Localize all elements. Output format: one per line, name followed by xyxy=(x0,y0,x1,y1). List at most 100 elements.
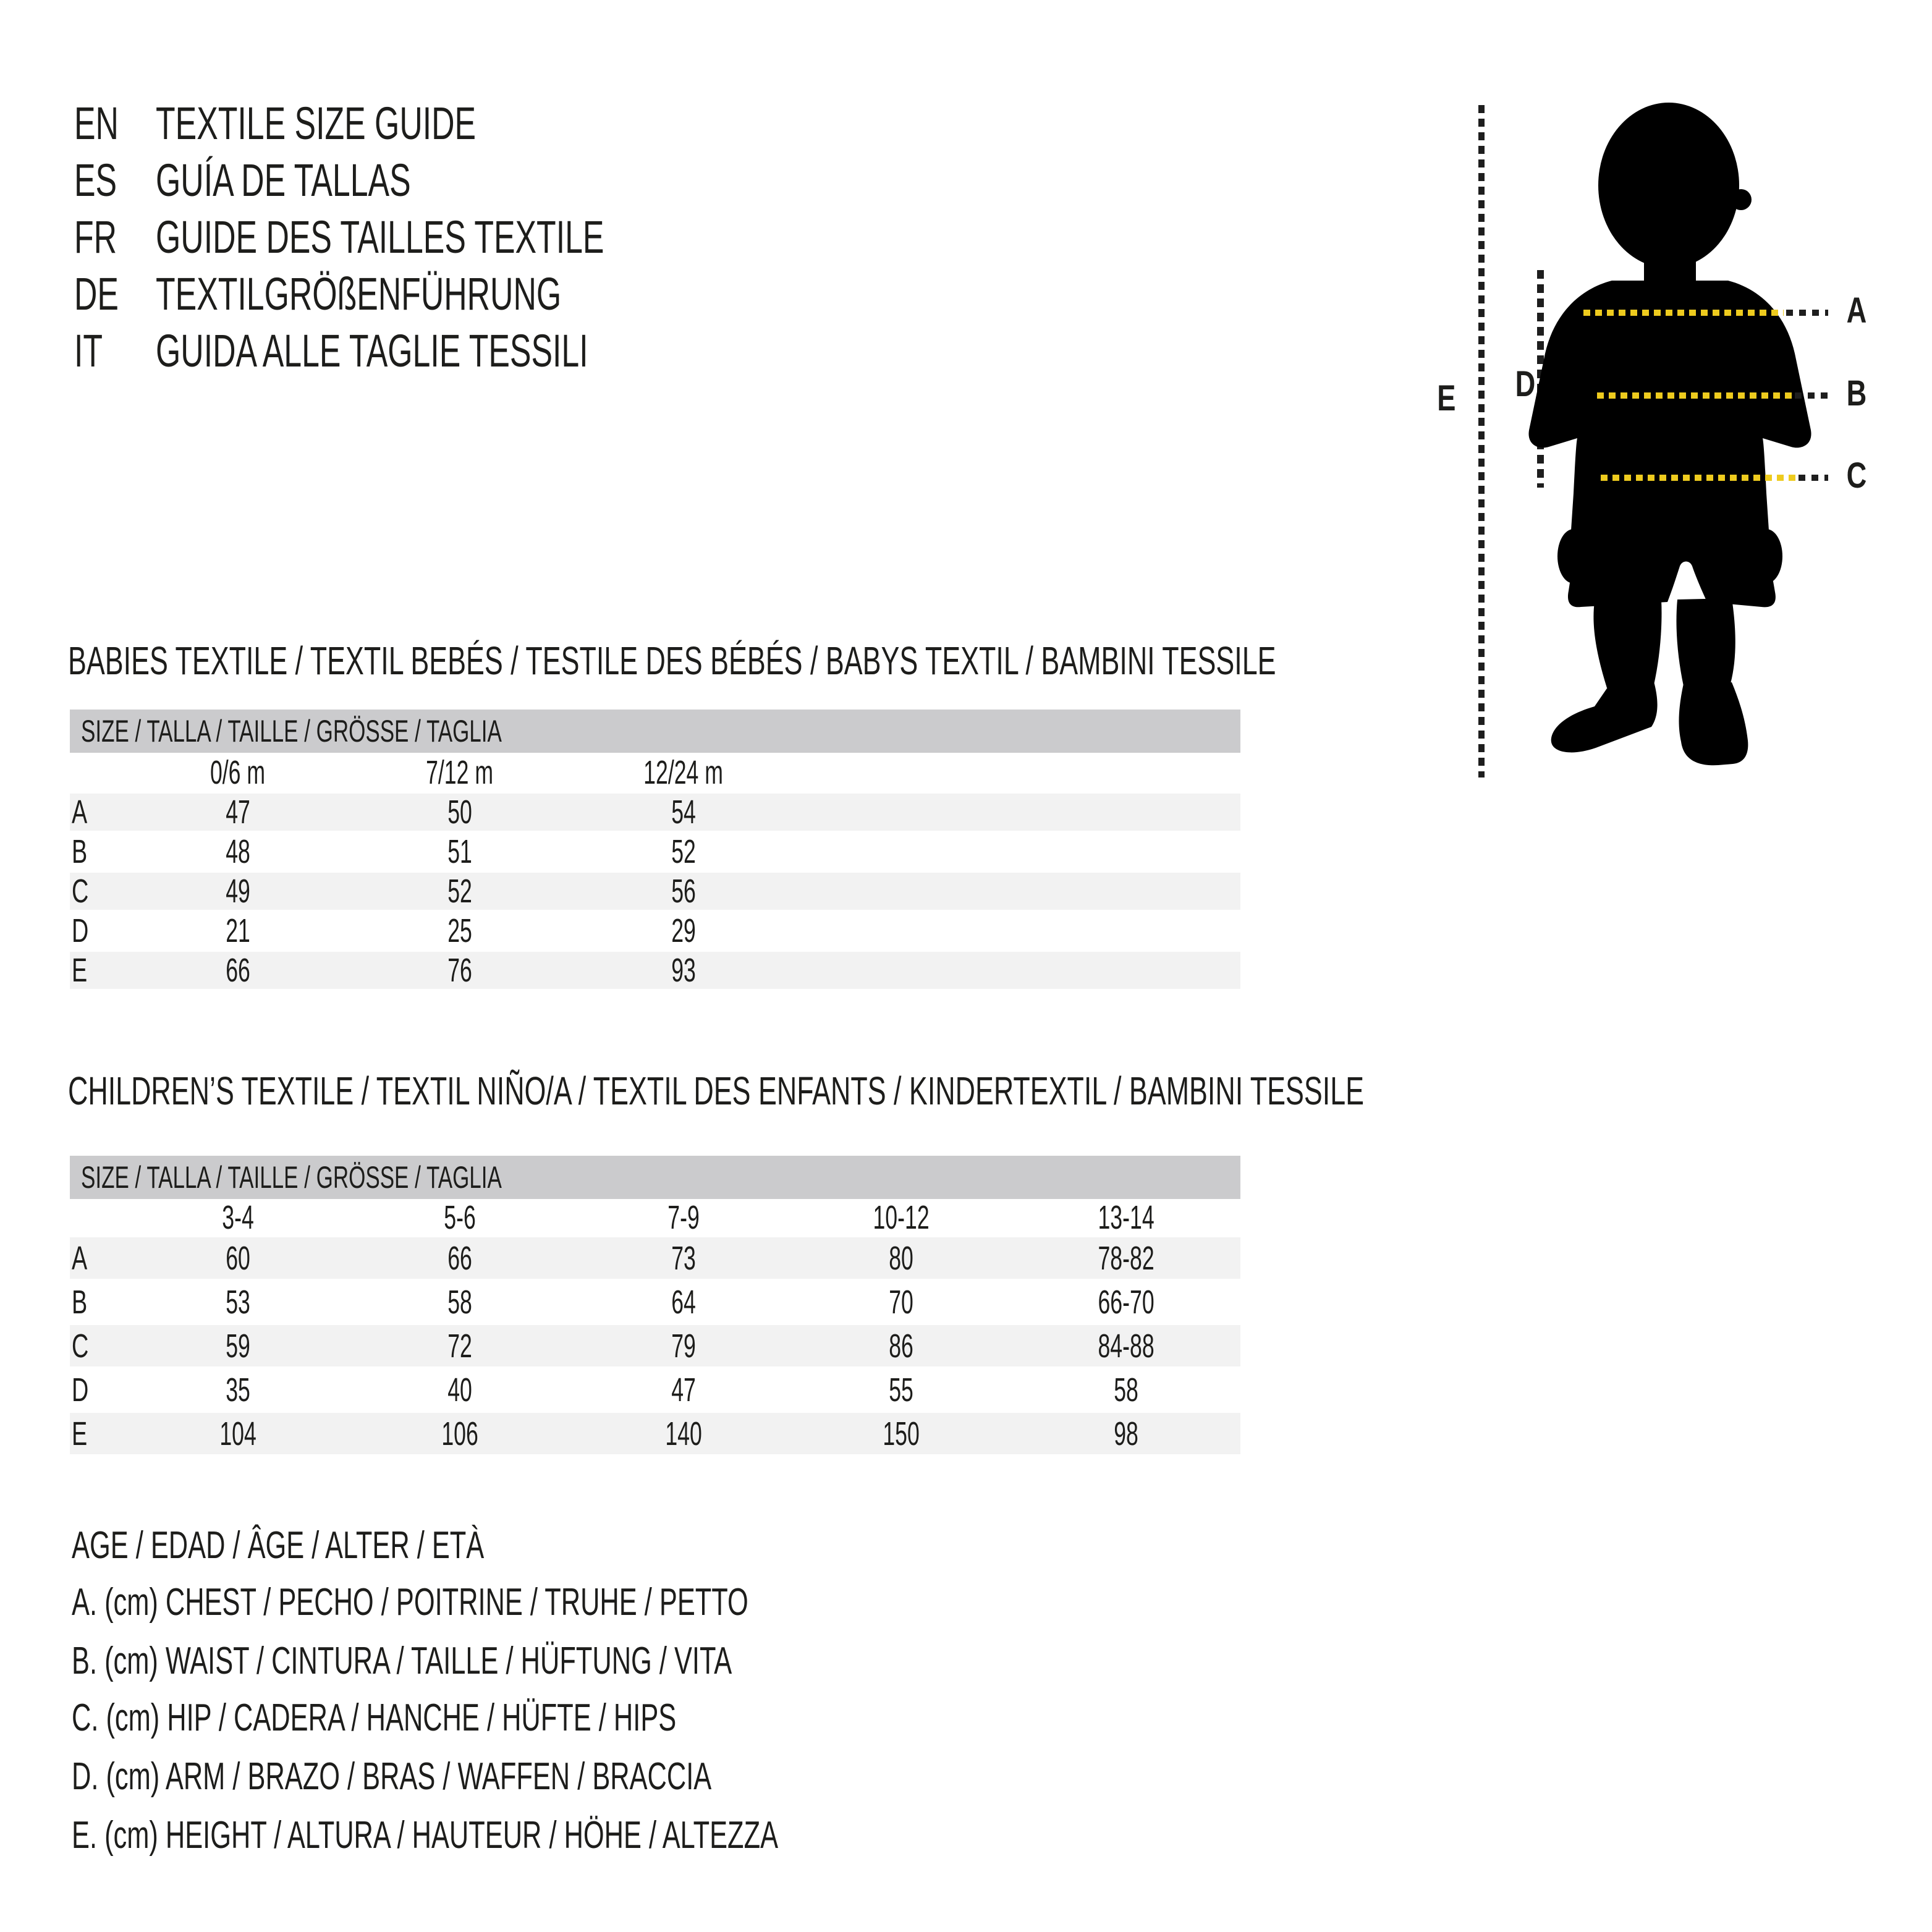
children-row-label: A xyxy=(72,1239,88,1277)
chest-line-yellow xyxy=(1583,310,1784,316)
size-bar-label: SIZE / TALLA / TAILLE / GRÖSSE / TAGLIA xyxy=(81,714,502,748)
table-cell: 40 xyxy=(447,1371,472,1409)
legend-chest: A. (cm) CHEST / PECHO / POITRINE / TRUHE… xyxy=(72,1581,748,1624)
children-row-label: B xyxy=(72,1283,88,1321)
babies-row-band-a xyxy=(70,794,1240,831)
hip-line-dark xyxy=(1799,475,1828,481)
table-cell: 64 xyxy=(671,1283,696,1321)
silhouette-shirt xyxy=(1528,281,1811,554)
table-cell: 59 xyxy=(226,1327,250,1365)
children-title: CHILDREN’S TEXTILE / TEXTIL NIÑO/A / TEX… xyxy=(68,1069,1365,1113)
table-cell: 98 xyxy=(1114,1415,1138,1452)
lang-code: IT xyxy=(74,325,103,376)
table-cell: 55 xyxy=(889,1371,913,1409)
babies-title: BABIES TEXTILE / TEXTIL BEBÉS / TESTILE … xyxy=(68,638,1276,683)
table-cell: 106 xyxy=(441,1415,478,1452)
children-size-header-bar: SIZE / TALLA / TAILLE / GRÖSSE / TAGLIA xyxy=(70,1156,1240,1199)
table-cell: 73 xyxy=(671,1239,696,1277)
children-col-header: 13-14 xyxy=(1098,1199,1155,1236)
children-row-label: E xyxy=(72,1415,88,1452)
lang-title: TEXTILE SIZE GUIDE xyxy=(156,98,477,149)
babies-row-label: E xyxy=(72,952,88,989)
table-cell: 53 xyxy=(226,1283,250,1321)
children-col-header: 5-6 xyxy=(444,1199,476,1236)
table-cell: 25 xyxy=(447,912,472,949)
table-cell: 104 xyxy=(219,1415,256,1452)
lang-code: FR xyxy=(74,211,117,263)
babies-size-header-bar: SIZE / TALLA / TAILLE / GRÖSSE / TAGLIA xyxy=(70,710,1240,753)
babies-row-band-c xyxy=(70,873,1240,910)
children-row-label: C xyxy=(72,1327,89,1365)
legend-waist: B. (cm) WAIST / CINTURA / TAILLE / HÜFTU… xyxy=(72,1640,732,1682)
lang-title: TEXTILGRÖßENFÜHRUNG xyxy=(156,268,562,320)
silhouette-head xyxy=(1598,103,1739,268)
babies-row-label: C xyxy=(72,873,89,910)
silhouette-right-leg xyxy=(1676,598,1735,686)
children-col-header: 7-9 xyxy=(667,1199,700,1236)
height-measure-line-e xyxy=(1478,105,1485,777)
babies-row-band-e xyxy=(70,952,1240,989)
table-cell: 47 xyxy=(671,1371,696,1409)
table-cell: 56 xyxy=(671,873,696,910)
table-cell: 66-70 xyxy=(1098,1283,1155,1321)
table-cell: 60 xyxy=(226,1239,250,1277)
children-row-band-e xyxy=(70,1413,1240,1454)
lang-title: GUIDE DES TAILLES TEXTILE xyxy=(156,211,604,263)
table-cell: 48 xyxy=(226,833,250,870)
legend-hip: C. (cm) HIP / CADERA / HANCHE / HÜFTE / … xyxy=(72,1697,677,1739)
babies-row-label: D xyxy=(72,912,89,949)
table-cell: 72 xyxy=(447,1327,472,1365)
table-cell: 84-88 xyxy=(1098,1327,1155,1365)
table-cell: 50 xyxy=(447,794,472,831)
legend-age: AGE / EDAD / ÂGE / ALTER / ETÀ xyxy=(72,1524,485,1567)
babies-col-header: 7/12 m xyxy=(426,754,494,791)
table-cell: 52 xyxy=(447,873,472,910)
legend-height: E. (cm) HEIGHT / ALTURA / HAUTEUR / HÖHE… xyxy=(72,1814,779,1857)
lang-code: EN xyxy=(74,98,119,149)
babies-row-label: A xyxy=(72,794,88,831)
table-cell: 21 xyxy=(226,912,250,949)
children-col-header: 10-12 xyxy=(873,1199,930,1236)
table-cell: 78-82 xyxy=(1098,1239,1155,1277)
table-cell: 54 xyxy=(671,794,696,831)
babies-col-header: 0/6 m xyxy=(210,754,266,791)
table-cell: 29 xyxy=(671,912,696,949)
babies-row-label: B xyxy=(72,833,88,870)
children-row-label: D xyxy=(72,1371,89,1409)
figure-label-e: E xyxy=(1436,378,1456,418)
silhouette-left-shoe xyxy=(1551,682,1658,753)
table-cell: 86 xyxy=(889,1327,913,1365)
figure-label-c: C xyxy=(1846,455,1867,496)
table-cell: 70 xyxy=(889,1283,913,1321)
figure-label-b: B xyxy=(1846,373,1867,413)
silhouette-left-leg xyxy=(1593,600,1662,688)
table-cell: 35 xyxy=(226,1371,250,1409)
table-cell: 49 xyxy=(226,873,250,910)
waist-line-yellow xyxy=(1597,392,1792,399)
figure-label-a: A xyxy=(1846,290,1867,331)
silhouette-right-shoe xyxy=(1679,682,1748,766)
table-cell: 47 xyxy=(226,794,250,831)
legend-arm: D. (cm) ARM / BRAZO / BRAS / WAFFEN / BR… xyxy=(72,1755,712,1798)
table-cell: 52 xyxy=(671,833,696,870)
figure-label-d: D xyxy=(1515,364,1536,404)
waist-line-dark xyxy=(1795,392,1828,399)
child-silhouette-figure xyxy=(1528,103,1811,766)
table-cell: 66 xyxy=(226,952,250,989)
table-cell: 51 xyxy=(447,833,472,870)
children-row-band-c xyxy=(70,1325,1240,1366)
table-cell: 140 xyxy=(665,1415,702,1452)
table-cell: 79 xyxy=(671,1327,696,1365)
children-row-band-a xyxy=(70,1237,1240,1279)
table-cell: 58 xyxy=(447,1283,472,1321)
hip-line-yellow xyxy=(1601,475,1796,481)
lang-title: GUIDA ALLE TAGLIE TESSILI xyxy=(156,325,588,376)
table-cell: 58 xyxy=(1114,1371,1138,1409)
babies-col-header: 12/24 m xyxy=(643,754,724,791)
children-col-header: 3-4 xyxy=(222,1199,254,1236)
table-cell: 93 xyxy=(671,952,696,989)
table-cell: 80 xyxy=(889,1239,913,1277)
table-cell: 66 xyxy=(447,1239,472,1277)
chest-line-dark xyxy=(1786,310,1828,316)
